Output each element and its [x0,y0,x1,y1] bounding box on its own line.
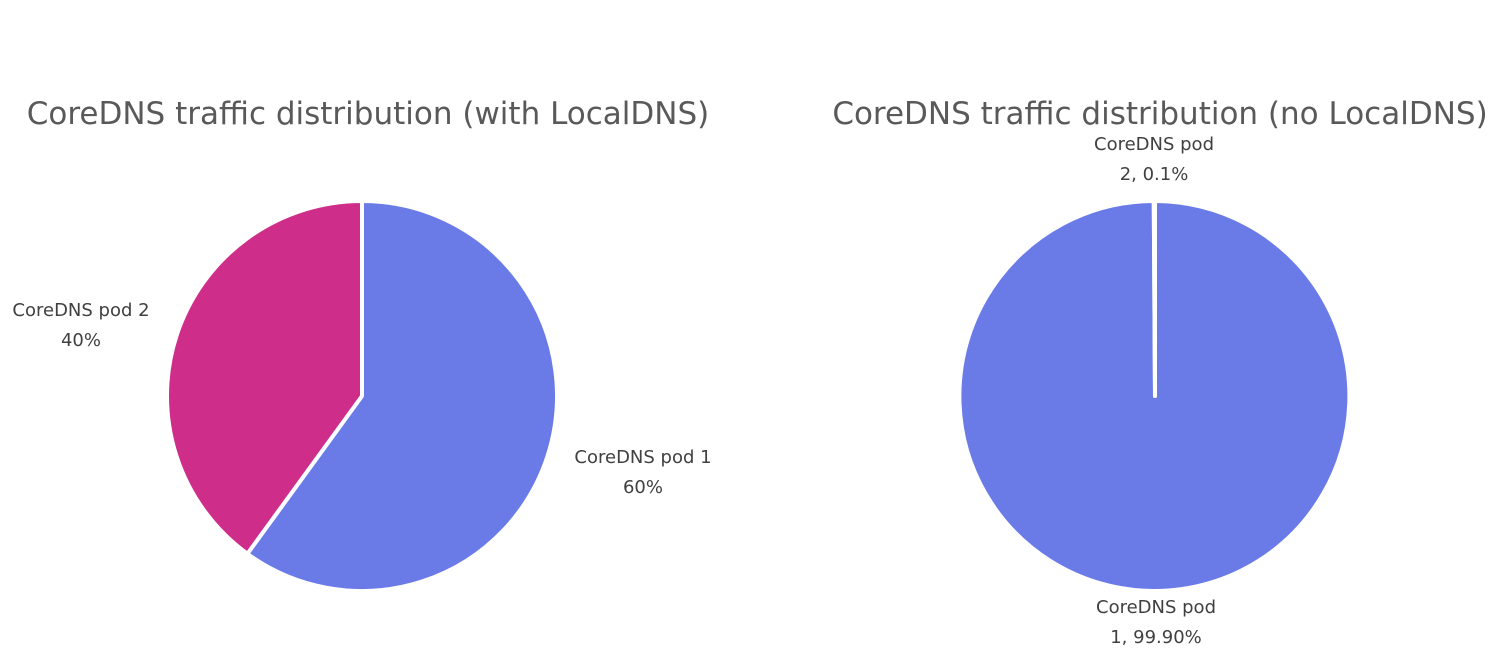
chart-title-no-localdns: CoreDNS traffic distribution (no LocalDN… [832,96,1487,132]
data-label-pod-2-value-no-localdns: 2, 0.1% [1120,164,1189,185]
pie-slices-no-localdns [957,198,1352,593]
data-label-pod-2-value-with-localdns: 40% [61,330,101,351]
pie-slices-with-localdns [165,199,559,593]
data-label-pod-1-no-localdns: CoreDNS pod [1096,597,1216,618]
pie-chart-no-localdns: CoreDNS traffic distribution (no LocalDN… [832,96,1487,648]
data-label-pod-2-no-localdns: CoreDNS pod [1094,134,1214,155]
pie-slice-pod-2-with-localdns [165,199,364,556]
chart-title-with-localdns: CoreDNS traffic distribution (with Local… [27,96,710,132]
data-label-pod-1-with-localdns: CoreDNS pod 1 [574,447,711,468]
pie-slice-pod-1-with-localdns [245,199,559,593]
data-label-pod-1-value-no-localdns: 1, 99.90% [1110,627,1202,648]
pie-chart-with-localdns: CoreDNS traffic distribution (with Local… [12,96,712,593]
pie-slice-pod-2-no-localdns [1151,198,1157,398]
data-label-pod-1-value-with-localdns: 60% [623,477,663,498]
data-label-pod-2-with-localdns: CoreDNS pod 2 [12,300,149,321]
